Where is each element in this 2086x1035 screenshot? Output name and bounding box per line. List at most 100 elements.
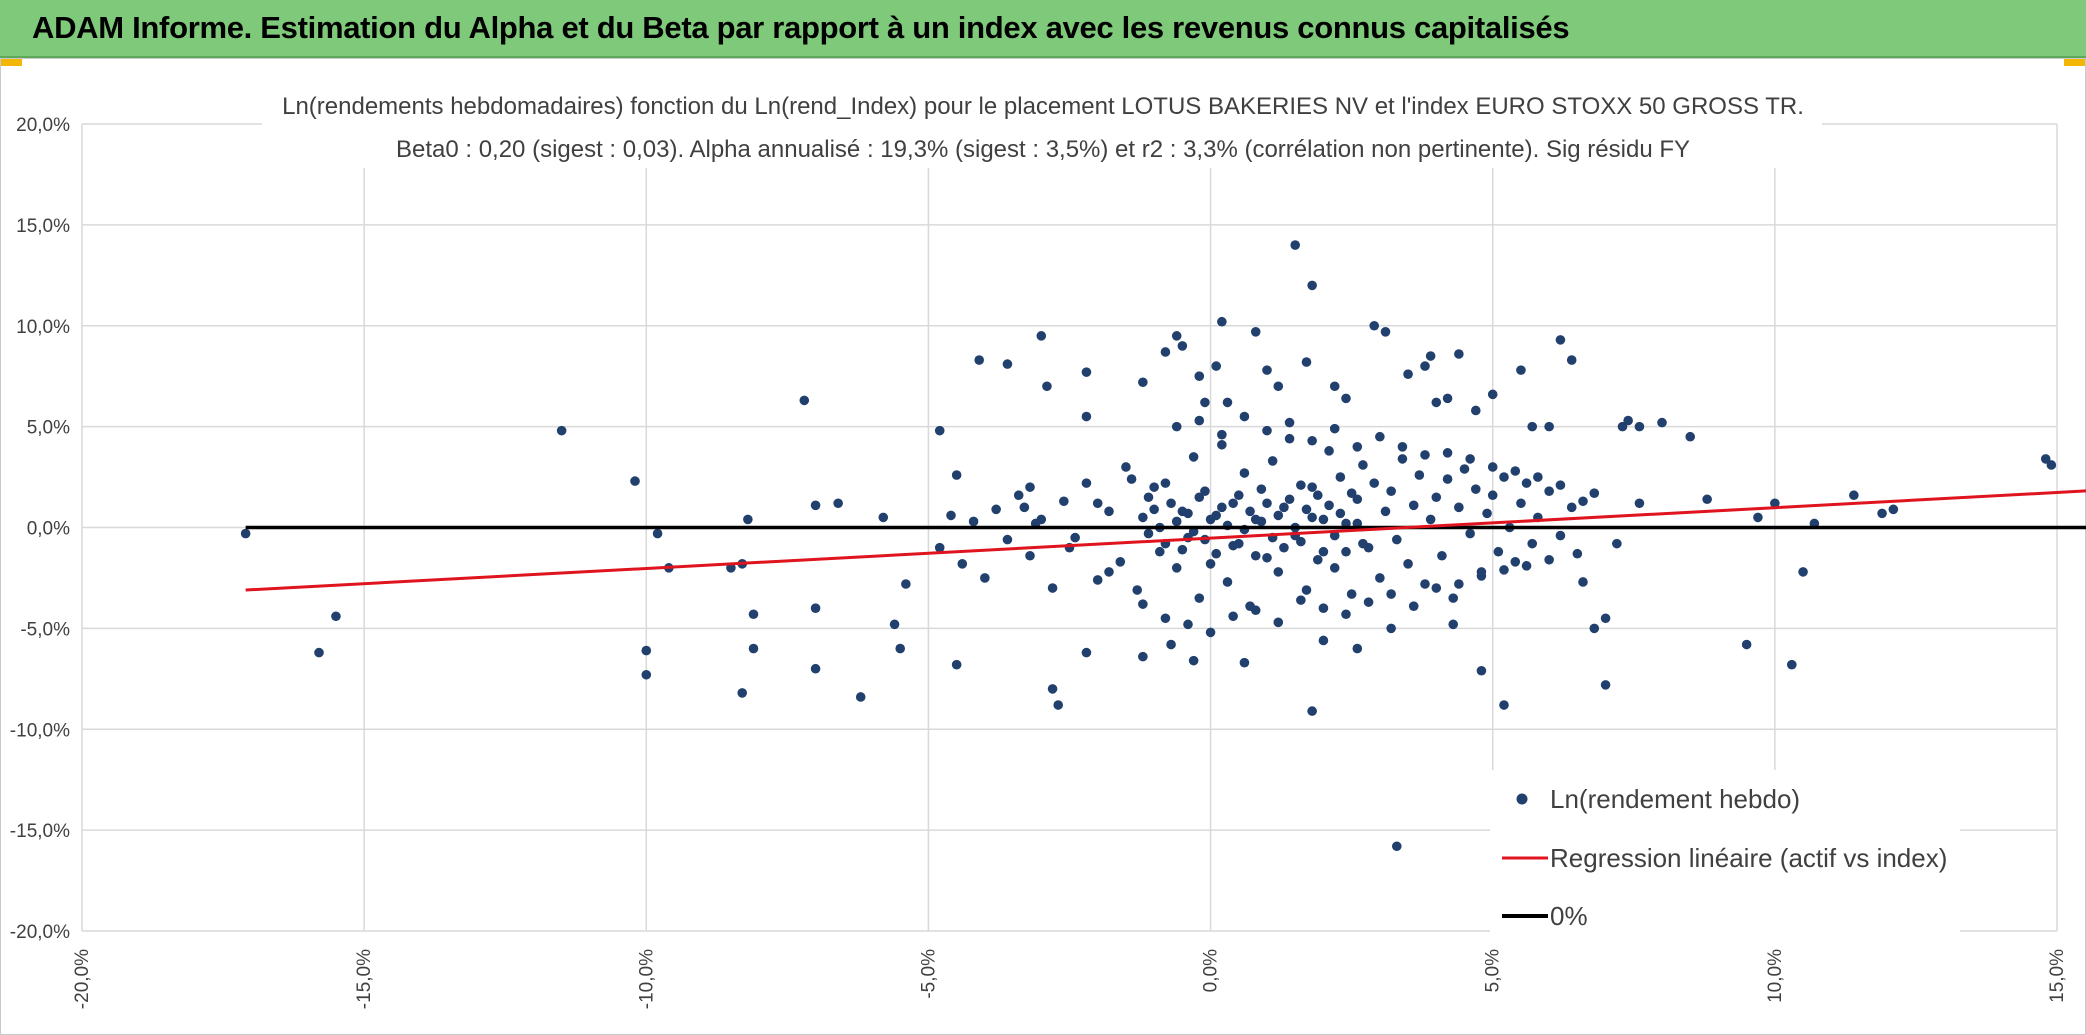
data-point bbox=[1143, 492, 1154, 503]
data-point bbox=[1425, 514, 1436, 525]
y-tick-label: -15,0% bbox=[10, 821, 70, 842]
data-point bbox=[1307, 706, 1317, 716]
data-point bbox=[1420, 361, 1430, 371]
data-point bbox=[1092, 498, 1103, 509]
y-tick-label: 0,0% bbox=[27, 519, 70, 540]
data-point bbox=[1600, 680, 1611, 690]
data-point bbox=[1589, 488, 1600, 499]
data-point bbox=[748, 609, 759, 620]
data-point bbox=[1273, 381, 1284, 392]
data-point bbox=[1454, 579, 1464, 589]
data-point bbox=[901, 579, 911, 589]
data-point bbox=[810, 663, 821, 674]
data-point bbox=[1335, 508, 1346, 519]
data-point bbox=[951, 470, 962, 480]
data-point bbox=[1296, 480, 1306, 490]
data-point bbox=[1104, 506, 1114, 517]
data-point bbox=[1200, 486, 1210, 496]
data-point bbox=[1301, 585, 1312, 595]
axis-ticks: 20,0% 15,0% 10,0% 5,0% 0,0% -5,0% -10,0% -15,0%… bbox=[10, 115, 2068, 1009]
data-point bbox=[1623, 415, 1633, 426]
data-point bbox=[1375, 573, 1385, 583]
data-point bbox=[1273, 617, 1284, 628]
data-point bbox=[1318, 514, 1329, 525]
data-point bbox=[1081, 647, 1092, 658]
data-point bbox=[1307, 435, 1317, 446]
data-point bbox=[1239, 468, 1250, 478]
data-point bbox=[968, 516, 979, 527]
corner-marker-top-left bbox=[0, 58, 22, 66]
data-point bbox=[1566, 502, 1577, 513]
data-point bbox=[1566, 355, 1577, 365]
data-point bbox=[1521, 478, 1532, 488]
data-point bbox=[1250, 327, 1261, 337]
data-point bbox=[980, 573, 990, 583]
data-point bbox=[1521, 561, 1532, 571]
x-tick-label: -10,0% bbox=[636, 949, 657, 1009]
data-point bbox=[1228, 498, 1238, 509]
x-tick-label: -15,0% bbox=[354, 949, 375, 1009]
data-point bbox=[1047, 684, 1058, 694]
regression-line bbox=[245, 489, 2086, 592]
data-point bbox=[1448, 593, 1459, 603]
data-point bbox=[1324, 500, 1334, 511]
data-point bbox=[1487, 462, 1498, 472]
y-tick-label: -10,0% bbox=[10, 720, 70, 741]
data-point bbox=[1036, 331, 1047, 341]
data-point bbox=[799, 395, 810, 406]
data-point bbox=[1250, 550, 1261, 561]
data-point bbox=[1420, 579, 1430, 589]
data-point bbox=[1019, 502, 1030, 513]
data-point bbox=[1352, 643, 1363, 654]
data-point bbox=[1160, 478, 1171, 488]
data-point bbox=[1578, 577, 1588, 587]
data-point bbox=[1205, 627, 1216, 638]
data-point bbox=[1233, 490, 1244, 501]
legend: Ln(rendement hebdo) Regression linéaire … bbox=[1490, 770, 1960, 940]
data-point bbox=[1228, 611, 1238, 622]
data-point bbox=[1267, 456, 1278, 466]
data-point bbox=[1414, 470, 1425, 480]
data-point bbox=[1358, 460, 1368, 470]
legend-label-points: Ln(rendement hebdo) bbox=[1550, 784, 1800, 814]
data-point bbox=[1211, 361, 1222, 371]
legend-label-regression: Regression linéaire (actif vs index) bbox=[1550, 843, 1947, 873]
data-point bbox=[1442, 474, 1453, 484]
data-point bbox=[1499, 700, 1509, 710]
data-point bbox=[1685, 431, 1696, 442]
data-point bbox=[2046, 460, 2057, 470]
data-point bbox=[1589, 623, 1600, 634]
data-point bbox=[1301, 357, 1312, 367]
data-point bbox=[946, 510, 956, 521]
data-point bbox=[1702, 494, 1712, 505]
data-point bbox=[991, 504, 1001, 515]
data-point bbox=[1634, 421, 1645, 432]
x-tick-label: 0,0% bbox=[1201, 949, 1222, 992]
data-point bbox=[1318, 603, 1329, 613]
data-point bbox=[1149, 482, 1159, 492]
data-point bbox=[1798, 567, 1808, 577]
data-point bbox=[1465, 454, 1475, 464]
y-tick-label: 15,0% bbox=[16, 216, 70, 237]
data-point bbox=[1600, 613, 1611, 624]
data-point bbox=[1454, 349, 1464, 359]
data-point bbox=[1482, 508, 1492, 519]
data-point bbox=[1341, 609, 1351, 620]
data-point bbox=[2040, 454, 2051, 464]
data-point bbox=[1431, 492, 1442, 503]
data-point bbox=[1222, 397, 1233, 408]
y-tick-label: 10,0% bbox=[16, 317, 70, 338]
data-point bbox=[1346, 488, 1357, 499]
data-point bbox=[1318, 635, 1329, 646]
data-point bbox=[1470, 484, 1481, 494]
data-point bbox=[1126, 474, 1137, 484]
data-point bbox=[855, 692, 866, 702]
data-point bbox=[1279, 502, 1289, 513]
data-point bbox=[1617, 421, 1628, 432]
data-point bbox=[1770, 498, 1780, 509]
legend-label-zero: 0% bbox=[1550, 901, 1588, 931]
data-point bbox=[1341, 393, 1351, 404]
chart-title-line-1: Ln(rendements hebdomadaires) fonction du… bbox=[282, 93, 1804, 120]
data-point bbox=[1143, 528, 1154, 539]
data-point bbox=[556, 425, 567, 436]
